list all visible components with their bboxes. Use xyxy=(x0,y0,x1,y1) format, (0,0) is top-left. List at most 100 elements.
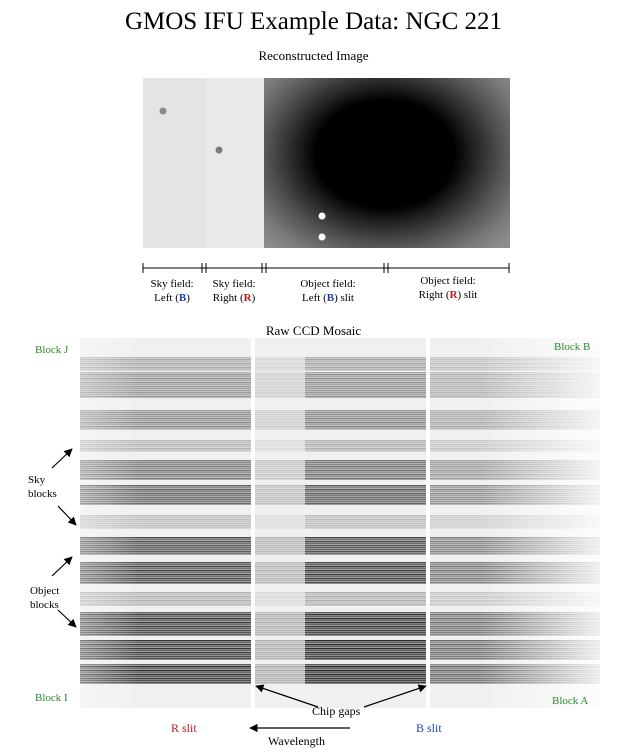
spectrum-row xyxy=(255,596,305,598)
spectrum-row xyxy=(255,547,305,549)
wavelength-label: Wavelength xyxy=(268,734,325,749)
object-blocks-arrow-down xyxy=(58,610,76,627)
spectrum-row xyxy=(305,474,426,476)
spectrum-row xyxy=(255,359,305,361)
spectrum-row xyxy=(305,517,426,519)
spectrum-row xyxy=(305,562,426,564)
spectrum-row xyxy=(305,553,426,555)
spectrum-row xyxy=(255,464,305,466)
spectrum-row xyxy=(305,630,426,632)
block-label-i: Block I xyxy=(35,692,68,704)
spectrum-row xyxy=(305,596,426,598)
spectrum-row xyxy=(255,527,305,529)
spectrum-row xyxy=(305,545,426,547)
spectrum-row xyxy=(255,566,305,568)
spectrum-row xyxy=(305,682,426,684)
spectrum-row xyxy=(305,646,426,648)
spectrum-row xyxy=(255,426,305,428)
spectrum-row xyxy=(305,616,426,618)
spectrum-row xyxy=(305,460,426,462)
spectrum-row xyxy=(305,620,426,622)
spectrum-row xyxy=(255,384,305,386)
spectrum-row xyxy=(305,664,426,666)
spectrum-row xyxy=(305,547,426,549)
spectrum-row xyxy=(255,418,305,420)
spectrum-row xyxy=(255,414,305,416)
spectrum-row xyxy=(255,394,305,396)
slit-letter-r: R xyxy=(244,292,252,304)
block-label-b: Block B xyxy=(554,341,590,353)
spectrum-row xyxy=(255,363,305,365)
segment-label-sky-right: Sky field: Right (R) xyxy=(202,277,266,305)
ccd-fade-left xyxy=(80,338,140,708)
spectrum-row xyxy=(255,602,305,604)
spectrum-row xyxy=(255,622,305,624)
spectrum-row xyxy=(255,592,305,594)
ccd-fade-right xyxy=(480,338,600,708)
spectrum-row xyxy=(305,614,426,616)
spectrum-row xyxy=(305,521,426,523)
spectrum-row xyxy=(255,618,305,620)
spectrum-row xyxy=(305,670,426,672)
spectrum-row xyxy=(305,549,426,551)
spectrum-row xyxy=(305,618,426,620)
spectrum-row xyxy=(255,440,305,442)
spectrum-row xyxy=(305,580,426,582)
spectrum-row xyxy=(305,497,426,499)
segment-label-object-left: Object field: Left (B) slit xyxy=(276,277,380,305)
chip-gap-right xyxy=(426,338,430,708)
spectrum-row xyxy=(255,422,305,424)
spectrum-row xyxy=(305,598,426,600)
spectrum-row xyxy=(305,485,426,487)
sky-field-star xyxy=(216,147,223,154)
spectrum-row xyxy=(255,446,305,448)
object-field-star xyxy=(319,213,326,220)
segment-line1: Object field: xyxy=(396,274,500,288)
spectrum-row xyxy=(255,670,305,672)
spectrum-row xyxy=(305,652,426,654)
spectrum-row xyxy=(305,442,426,444)
spectrum-row xyxy=(255,468,305,470)
spectrum-row xyxy=(255,420,305,422)
spectrum-row xyxy=(255,378,305,380)
spectrum-row xyxy=(305,414,426,416)
spectrum-row xyxy=(255,628,305,630)
spectrum-row xyxy=(305,582,426,584)
spectrum-row xyxy=(305,365,426,367)
spectrum-row xyxy=(305,448,426,450)
spectrum-row xyxy=(255,652,305,654)
segment-label-sky-left: Sky field: Left (B) xyxy=(138,277,206,305)
spectrum-row xyxy=(255,410,305,412)
spectrum-row xyxy=(255,476,305,478)
spectrum-row xyxy=(255,487,305,489)
spectrum-row xyxy=(305,654,426,656)
spectrum-row xyxy=(305,446,426,448)
spectrum-row xyxy=(255,612,305,614)
spectrum-row xyxy=(255,620,305,622)
segment-line2: Right (R) xyxy=(202,291,266,305)
spectrum-row xyxy=(305,440,426,442)
spectrum-row xyxy=(255,380,305,382)
spectrum-row xyxy=(255,650,305,652)
spectrum-row xyxy=(255,376,305,378)
spectrum-row xyxy=(255,462,305,464)
spectrum-row xyxy=(255,372,305,374)
spectrum-row xyxy=(305,539,426,541)
spectrum-row xyxy=(305,367,426,369)
spectrum-row xyxy=(255,470,305,472)
spectrum-row xyxy=(255,523,305,525)
spectrum-row xyxy=(255,392,305,394)
spectrum-row xyxy=(255,416,305,418)
spectrum-row xyxy=(255,562,305,564)
sky-field-left-panel xyxy=(143,78,205,248)
spectrum-row xyxy=(255,616,305,618)
spectrum-row xyxy=(255,572,305,574)
spectrum-row xyxy=(305,363,426,365)
spectrum-row xyxy=(305,468,426,470)
spectrum-row xyxy=(305,576,426,578)
spectrum-row xyxy=(305,519,426,521)
spectrum-row xyxy=(305,386,426,388)
spectrum-row xyxy=(255,582,305,584)
spectrum-row xyxy=(255,517,305,519)
spectrum-row xyxy=(305,592,426,594)
